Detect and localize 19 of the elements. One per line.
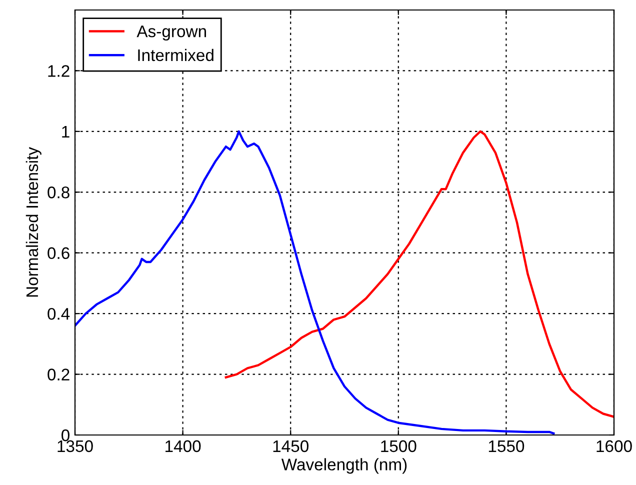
x-tick-label: 1400 — [166, 440, 201, 452]
y-tick-label: 1 — [62, 126, 70, 138]
y-tick-label: 0 — [62, 429, 70, 442]
x-axis-title: Wavelength (nm) — [281, 458, 407, 474]
y-tick-label: 0.4 — [48, 308, 70, 320]
x-tick-label: 1350 — [58, 440, 93, 452]
x-tick-label: 1500 — [381, 440, 416, 452]
x-tick-label: 1600 — [596, 440, 632, 452]
legend-label: As-grown — [136, 26, 206, 41]
y-tick-label: 1.2 — [48, 65, 70, 77]
legend-label: Intermixed — [138, 48, 214, 62]
y-axis-title: Normalized Intensity — [26, 147, 42, 297]
x-tick-label: 1450 — [273, 440, 308, 452]
line-series — [224, 130, 614, 418]
x-tick-label: 1550 — [488, 440, 524, 452]
y-tick-label: 0.6 — [48, 247, 70, 260]
y-tick-label: 0.8 — [48, 186, 70, 198]
y-tick-label: 0.2 — [48, 368, 70, 380]
line-series — [75, 130, 555, 435]
